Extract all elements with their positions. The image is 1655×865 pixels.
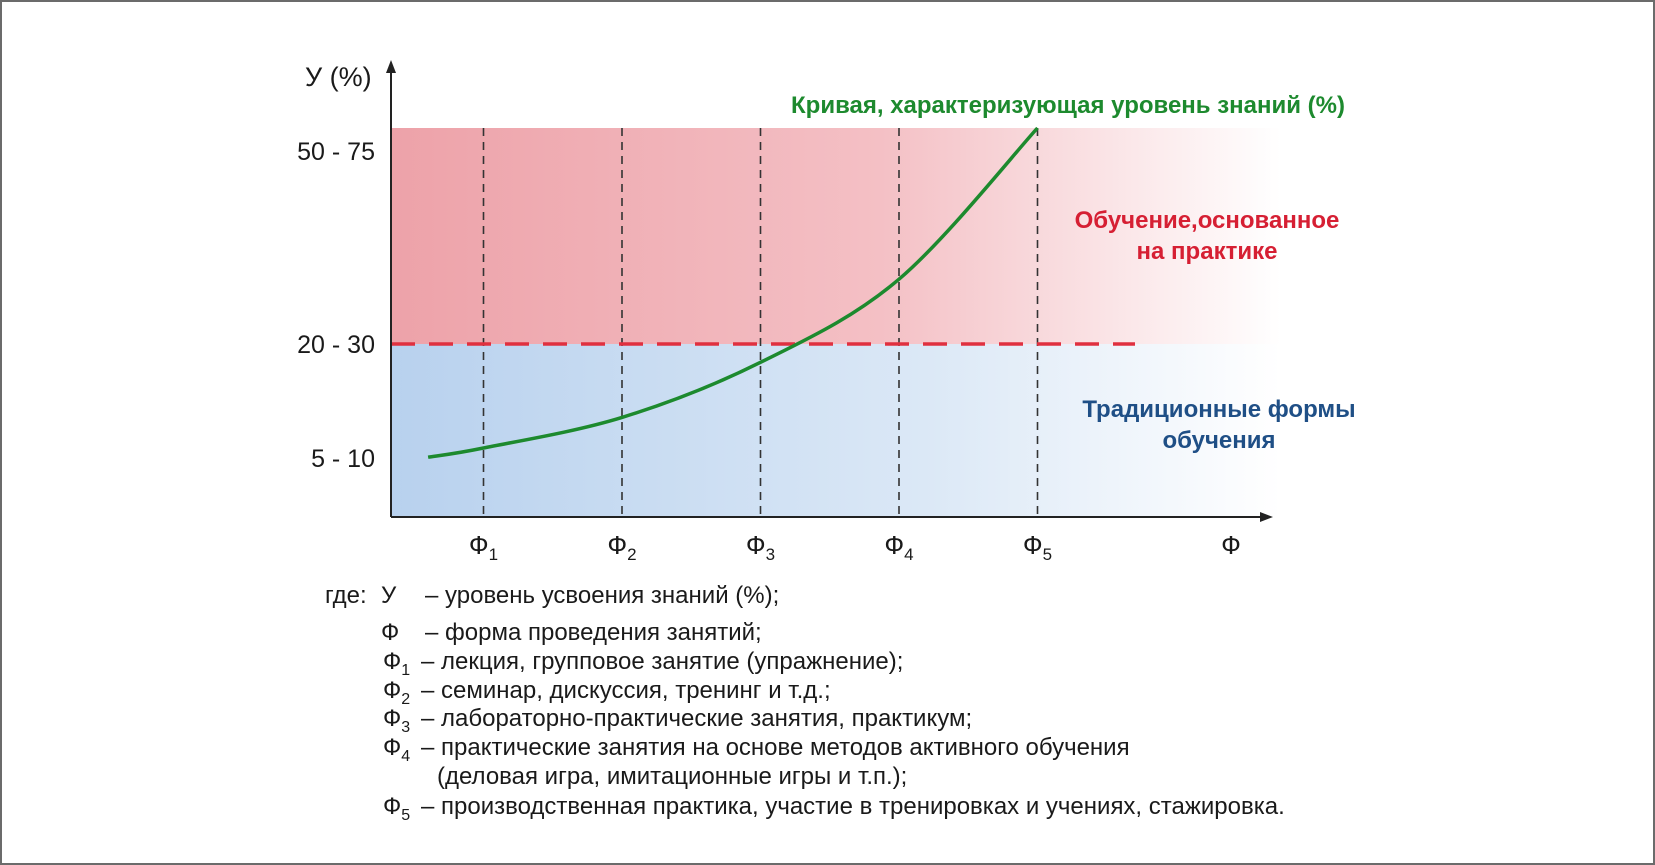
- legend-symbol: Ф: [381, 619, 400, 646]
- legend-text: – семинар, дискуссия, тренинг и т.д.;: [421, 677, 831, 704]
- legend-text: (деловая игра, имитационные игры и т.п.)…: [437, 763, 908, 790]
- legend-text: – лекция, групповое занятие (упражнение)…: [421, 648, 904, 675]
- x-tick-label: Ф3: [746, 530, 775, 564]
- legend-symbol: Ф5: [383, 793, 411, 824]
- legend-symbol: Ф4: [383, 734, 411, 765]
- legend-row: Ф2 – семинар, дискуссия, тренинг и т.д.;: [383, 677, 831, 709]
- legend-row: (деловая игра, имитационные игры и т.п.)…: [437, 763, 907, 791]
- legend-row: Ф3 – лабораторно-практические занятия, пр…: [383, 705, 972, 737]
- legend-symbol: Ф1: [383, 648, 411, 679]
- legend-text: – уровень усвоения знаний (%);: [425, 582, 780, 609]
- legend-text: – производственная практика, участие в т…: [421, 793, 1285, 820]
- y-axis-arrow: [386, 60, 396, 73]
- traditional-zone-label: обучения: [1162, 427, 1275, 454]
- practice-zone-label: на практике: [1137, 238, 1278, 265]
- legend-text: – лабораторно-практические занятия, прак…: [421, 705, 973, 732]
- legend-symbol: Ф3: [383, 705, 411, 736]
- legend-row: Ф5 – производственная практика, участие в…: [383, 793, 1285, 825]
- y-axis-label: У (%): [305, 62, 372, 92]
- x-axis-label: Ф: [1221, 530, 1241, 560]
- legend-symbol: Ф2: [383, 677, 411, 708]
- knowledge-curve: [427, 126, 1039, 459]
- legend-lead: где:: [325, 582, 367, 609]
- legend-row: Ф – форма проведения занятий;: [381, 619, 762, 647]
- legend-row: Ф4 – практические занятия на основе метод…: [383, 734, 1130, 766]
- phase-gridlines: [482, 128, 1039, 517]
- x-tick-label: Ф5: [1023, 530, 1052, 564]
- x-tick-label: Ф4: [884, 530, 913, 564]
- y-tick-label: 50 - 75: [297, 138, 375, 166]
- curve-label: Кривая, характеризующая уровень знаний (…: [791, 92, 1345, 119]
- legend-text: – форма проведения занятий;: [425, 619, 762, 646]
- traditional-zone: [391, 344, 1281, 517]
- x-tick-label: Ф1: [469, 530, 498, 564]
- practice-zone: [391, 128, 1281, 344]
- x-tick-label: Ф2: [607, 530, 636, 564]
- practice-zone-label: Обучение,основанное: [1075, 207, 1340, 234]
- traditional-zone-label: Традиционные формы: [1082, 396, 1355, 423]
- legend-symbol: У: [381, 582, 397, 609]
- legend-row: Ф1 – лекция, групповое занятие (упражнени…: [383, 648, 903, 680]
- x-axis-arrow: [1260, 512, 1273, 522]
- x-tick-labels: Ф1 Ф2 Ф3 Ф4 Ф5: [469, 530, 1052, 564]
- y-tick-label: 20 - 30: [297, 331, 375, 359]
- legend-row: У – уровень усвоения знаний (%);: [381, 582, 779, 610]
- legend-text: – практические занятия на основе методов…: [421, 734, 1130, 761]
- y-tick-label: 5 - 10: [311, 445, 375, 473]
